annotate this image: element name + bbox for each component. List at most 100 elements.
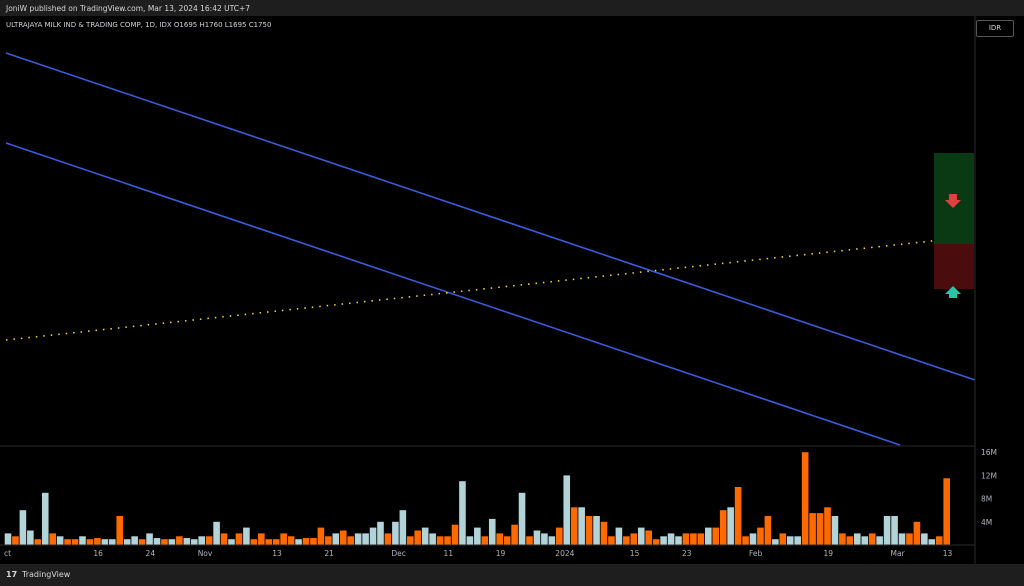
volume-bar [831,516,839,545]
volume-bar [488,518,496,545]
volume-bar [250,539,258,545]
volume-bar [474,527,481,545]
volume-bar [56,536,64,545]
volume-bar [570,507,578,545]
volume-bar [518,492,526,545]
volume-bar [399,510,407,545]
volume-bar [168,539,176,545]
volume-bar [481,536,489,545]
volume-bar [377,521,384,545]
volume-bar [34,539,42,545]
volume-bar [697,533,705,545]
volume-bar [258,533,265,545]
publish-header: JoniW published on TradingView.com, Mar … [0,0,1024,16]
volume-bar [287,536,295,545]
volume-bar [816,513,824,545]
volume-bar [675,536,682,545]
volume-bar [317,527,325,545]
volume-bar [526,536,533,545]
volume-bar [429,533,436,545]
volume-bar [116,516,124,545]
volume-bar [585,516,593,545]
volume-tick-label: 12M [981,471,997,480]
volume-bar [86,539,94,545]
volume-bar [846,536,854,545]
time-tick-label: 21 [324,549,334,558]
volume-bar [146,533,153,545]
volume-bar [734,487,742,545]
volume-bar [4,533,12,545]
volume-bar [176,536,183,545]
volume-bar [205,536,213,545]
volume-bar [660,536,667,545]
volume-bar [332,533,340,545]
volume-bar [690,533,697,545]
volume-bar [637,527,645,545]
trend-lines [5,52,976,446]
symbol-legend[interactable]: ULTRAJAYA MILK IND & TRADING COMP, 1D, I… [6,21,272,29]
volume-bar [705,527,712,545]
volume-bar [608,536,615,545]
volume-bar [809,513,816,545]
time-tick-label: ct [4,549,11,558]
volume-bar [392,521,399,545]
volume-bar [444,536,451,545]
volume-bar [295,539,302,545]
volume-bar [943,478,950,545]
volume-tick-label: 8M [981,495,992,504]
volume-bar [839,533,846,545]
up-arrow-icon [945,286,961,298]
volume-bar [41,492,49,545]
volume-bar [198,536,205,545]
volume-bar [436,536,444,545]
volume-bar [563,475,571,545]
volume-bar [876,536,883,545]
time-tick-label: Feb [749,549,763,558]
volume-bar [302,538,310,545]
volume-bar [310,538,317,545]
tradingview-logo[interactable]: 17 [6,570,18,579]
time-tick-label: 13 [943,549,953,558]
volume-bar [898,533,906,545]
volume-bar [101,539,109,545]
volume-bar [94,538,101,545]
volume-axis: 4M 8M 12M 16M [981,448,997,527]
volume-bar [153,538,161,545]
volume-bar [235,533,243,545]
volume-bar [161,539,168,545]
volume-bar [71,539,79,545]
volume-bar [407,536,414,545]
volume-bar [109,539,116,545]
stop-zone [934,244,974,289]
volume-bar [228,539,235,545]
volume-bar [824,507,831,545]
upper-trend-line [5,52,976,381]
volume-bar [548,536,556,545]
volume-bar [935,536,943,545]
volume-bar [27,530,34,545]
volume-bar [64,539,71,545]
currency-button[interactable]: IDR [976,20,1014,37]
brand-text[interactable]: TradingView [22,570,71,579]
volume-bar [220,533,228,545]
time-tick-label: 23 [682,549,692,558]
volume-bars [4,452,950,545]
time-tick-label: Mar [891,549,906,558]
volume-bar [757,527,764,545]
volume-bar [213,521,220,545]
time-tick-label: Nov [198,549,213,558]
lower-trend-line [5,142,901,446]
time-tick-label: 16 [93,549,103,558]
volume-bar [325,536,332,545]
volume-bar [906,533,913,545]
volume-bar [190,539,198,545]
volume-tick-label: 4M [981,518,992,527]
volume-bar [921,533,928,545]
long-position-tool[interactable] [934,153,974,298]
footer-bar: 17 TradingView [0,564,1024,586]
down-arrow-icon [945,194,961,208]
time-tick-label: Dec [391,549,406,558]
volume-bar [727,507,734,545]
time-axis[interactable]: ct 16 24 Nov 13 21 Dec 11 19 2024 15 23 Feb 19 Mar 13 [4,549,952,558]
